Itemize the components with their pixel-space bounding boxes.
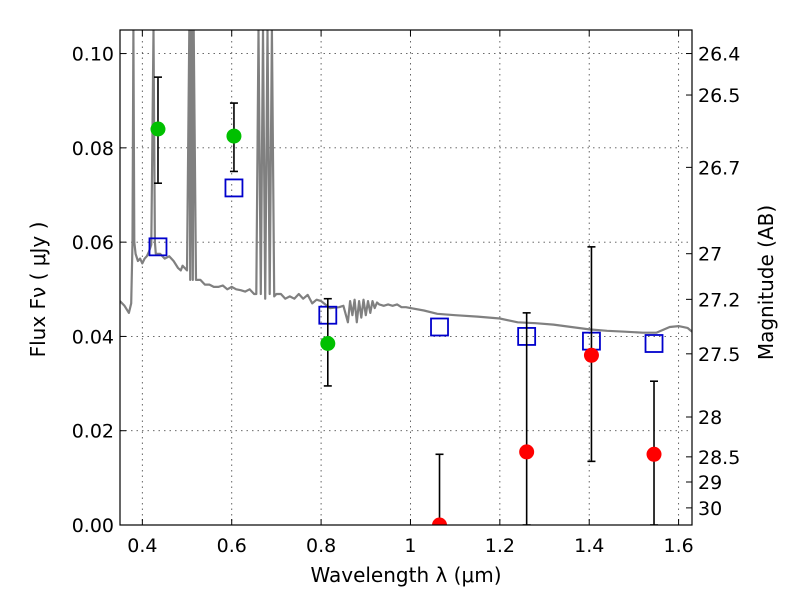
mag-tick-label: 27.5 bbox=[698, 344, 740, 366]
detection-point bbox=[226, 128, 242, 144]
detection-point bbox=[320, 336, 336, 351]
mag-tick-label: 27 bbox=[698, 244, 722, 266]
plot-area bbox=[120, 30, 692, 525]
mag-tick-label: 29 bbox=[698, 472, 722, 494]
mag-tick-label: 26.4 bbox=[698, 44, 740, 66]
detection-point bbox=[150, 121, 166, 137]
model-photometry-square bbox=[430, 317, 449, 337]
x-tick-label: 1 bbox=[404, 535, 416, 557]
mag-tick-label: 26.7 bbox=[698, 157, 740, 179]
x-tick-label: 0.6 bbox=[217, 535, 247, 557]
x-tick-label: 0.8 bbox=[306, 535, 336, 557]
mag-tick-label: 26.5 bbox=[698, 85, 740, 107]
mag-tick-label: 27.2 bbox=[698, 289, 740, 311]
x-axis-label: Wavelength λ (μm) bbox=[310, 563, 501, 587]
model-photometry-square bbox=[644, 334, 664, 353]
y-tick-label: 0.04 bbox=[72, 326, 114, 348]
plot-contents bbox=[120, 30, 692, 525]
x-tick-label: 0.4 bbox=[127, 535, 157, 557]
axis-ticks: 0.4 0.6 0.8 1 1.2 1.4 1.6 0.00 0.02 0.04 0.06 0.08 0… bbox=[72, 30, 740, 557]
y-axis-label-right: Magnitude (AB) bbox=[754, 205, 778, 360]
y-tick-label: 0.08 bbox=[72, 138, 114, 160]
non-detection-point bbox=[432, 517, 448, 525]
y-tick-label: 0.02 bbox=[72, 421, 114, 443]
model-photometry-square bbox=[148, 237, 168, 257]
y-tick-label: 0.10 bbox=[72, 44, 114, 66]
non-detection-point bbox=[646, 446, 662, 462]
model-photometry-square bbox=[224, 178, 244, 198]
non-detection-point bbox=[583, 347, 599, 363]
axes-frame bbox=[119, 29, 693, 526]
y-tick-label: 0.00 bbox=[72, 515, 114, 537]
x-tick-label: 1.2 bbox=[485, 535, 515, 557]
mag-tick-label: 28.5 bbox=[698, 447, 740, 469]
x-tick-label: 1.6 bbox=[663, 535, 693, 557]
non-detection-point bbox=[519, 444, 535, 460]
grid-lines bbox=[120, 30, 692, 526]
y-tick-label: 0.06 bbox=[72, 232, 114, 254]
mag-tick-label: 30 bbox=[698, 498, 722, 520]
sed-model-line bbox=[120, 30, 692, 334]
y-axis-label-left: Flux Fν ( μJy ) bbox=[26, 222, 50, 358]
mag-tick-label: 28 bbox=[698, 407, 722, 429]
x-tick-label: 1.4 bbox=[574, 535, 604, 557]
